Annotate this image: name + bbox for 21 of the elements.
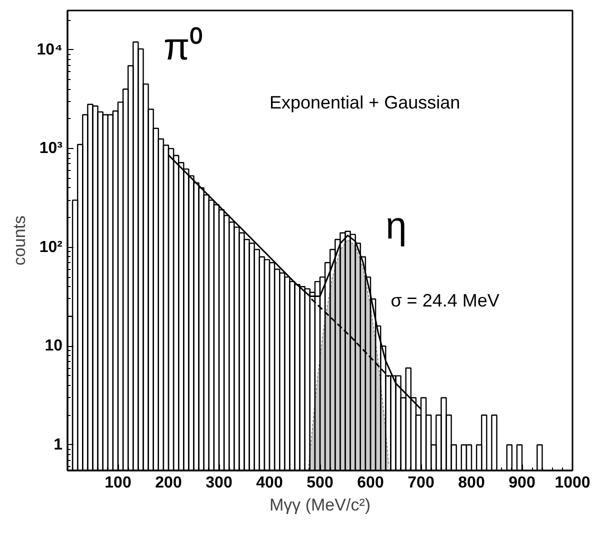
x-axis-title: Mγγ (MeV/c²) (269, 496, 371, 514)
y-tick-label: 10 (44, 338, 63, 355)
y-tick-label: 10³ (39, 140, 62, 158)
annotation: η (386, 206, 407, 248)
y-tick-label: 1 (54, 436, 63, 454)
x-tick-label: 1000 (554, 474, 590, 492)
annotation: π⁰ (163, 26, 203, 68)
x-tick-label: 300 (206, 474, 232, 492)
annotation: σ = 24.4 MeV (390, 290, 500, 310)
x-tick-label: 400 (256, 474, 283, 492)
y-tick-label: 10⁴ (36, 41, 63, 58)
x-tick-label: 100 (104, 474, 132, 492)
x-tick-label: 700 (408, 474, 434, 492)
x-tick-label: 800 (458, 474, 485, 492)
y-tick-label: 10² (39, 238, 62, 256)
x-tick-label: 500 (306, 474, 334, 492)
x-tick-label: 200 (155, 474, 182, 492)
x-tick-label: 900 (508, 474, 536, 492)
x-tick-label: 600 (357, 474, 384, 492)
y-axis-title: counts (10, 215, 29, 266)
annotation: Exponential + Gaussian (270, 92, 460, 112)
